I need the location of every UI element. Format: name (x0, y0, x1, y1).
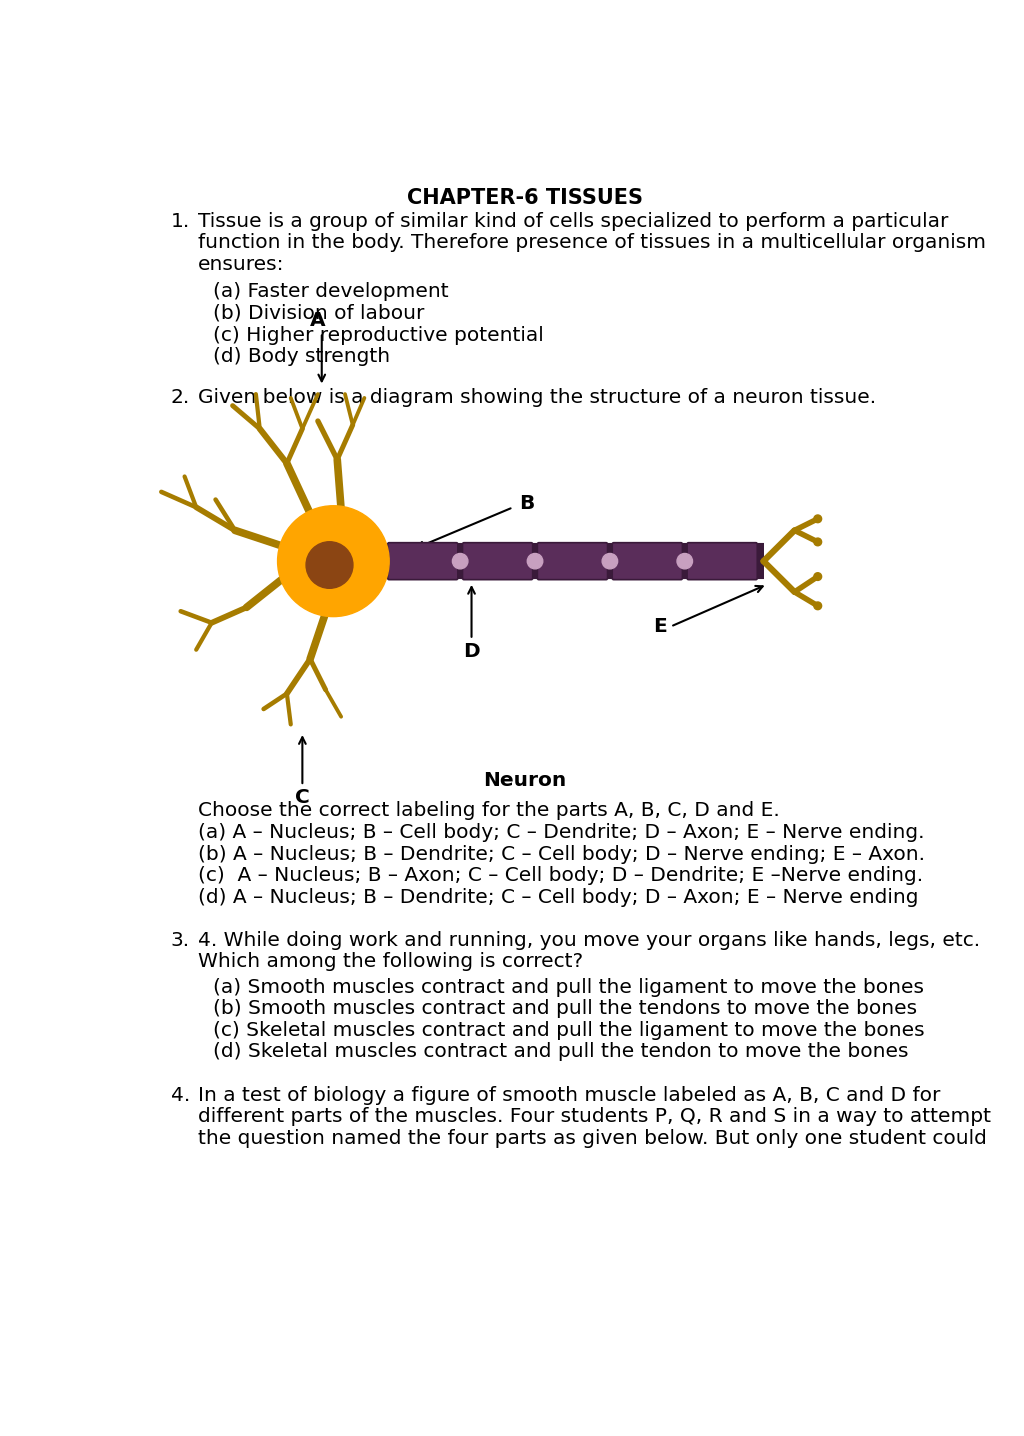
Text: D: D (463, 642, 480, 661)
Text: Which among the following is correct?: Which among the following is correct? (198, 952, 583, 971)
Text: 3.: 3. (171, 931, 189, 949)
Text: (b) Smooth muscles contract and pull the tendons to move the bones: (b) Smooth muscles contract and pull the… (213, 999, 918, 1018)
Text: (a) A – Nucleus; B – Cell body; C – Dendrite; D – Axon; E – Nerve ending.: (a) A – Nucleus; B – Cell body; C – Dend… (198, 823, 925, 841)
FancyBboxPatch shape (538, 543, 607, 580)
Text: (d) Skeletal muscles contract and pull the tendon to move the bones: (d) Skeletal muscles contract and pull t… (213, 1043, 908, 1061)
Text: B: B (519, 494, 535, 513)
Circle shape (453, 553, 468, 569)
FancyBboxPatch shape (388, 543, 458, 580)
Circle shape (814, 538, 821, 546)
Text: (b) Division of labour: (b) Division of labour (213, 304, 425, 323)
Circle shape (814, 602, 821, 610)
Text: (c)  A – Nucleus; B – Axon; C – Cell body; D – Dendrite; E –Nerve ending.: (c) A – Nucleus; B – Axon; C – Cell body… (198, 866, 923, 885)
Text: (d) Body strength: (d) Body strength (213, 348, 390, 366)
Text: (a) Faster development: (a) Faster development (213, 283, 449, 302)
Text: (c) Skeletal muscles contract and pull the ligament to move the bones: (c) Skeletal muscles contract and pull t… (213, 1021, 925, 1040)
FancyBboxPatch shape (463, 543, 532, 580)
Text: 2.: 2. (171, 388, 189, 406)
Text: different parts of the muscles. Four students P, Q, R and S in a way to attempt: different parts of the muscles. Four stu… (198, 1107, 991, 1126)
Text: (c) Higher reproductive potential: (c) Higher reproductive potential (213, 326, 544, 345)
Text: CHAPTER-6 TISSUES: CHAPTER-6 TISSUES (407, 188, 643, 208)
Text: function in the body. Therefore presence of tissues in a multicellular organism: function in the body. Therefore presence… (198, 233, 986, 253)
FancyBboxPatch shape (687, 543, 758, 580)
Text: 4.: 4. (171, 1086, 189, 1104)
Text: E: E (653, 617, 667, 636)
Circle shape (527, 553, 543, 569)
Circle shape (278, 505, 389, 616)
Text: Given below is a diagram showing the structure of a neuron tissue.: Given below is a diagram showing the str… (198, 388, 876, 406)
Text: C: C (295, 788, 309, 807)
Text: In a test of biology a figure of smooth muscle labeled as A, B, C and D for: In a test of biology a figure of smooth … (198, 1086, 940, 1104)
Text: A: A (310, 312, 326, 330)
FancyBboxPatch shape (612, 543, 682, 580)
Text: 4. While doing work and running, you move your organs like hands, legs, etc.: 4. While doing work and running, you mov… (198, 931, 980, 949)
Text: the question named the four parts as given below. But only one student could: the question named the four parts as giv… (198, 1129, 987, 1147)
Text: ensures:: ensures: (198, 254, 285, 274)
Text: (b) A – Nucleus; B – Dendrite; C – Cell body; D – Nerve ending; E – Axon.: (b) A – Nucleus; B – Dendrite; C – Cell … (198, 844, 925, 863)
Text: (a) Smooth muscles contract and pull the ligament to move the bones: (a) Smooth muscles contract and pull the… (213, 978, 925, 997)
Text: (d) A – Nucleus; B – Dendrite; C – Cell body; D – Axon; E – Nerve ending: (d) A – Nucleus; B – Dendrite; C – Cell … (198, 887, 919, 906)
Text: Tissue is a group of similar kind of cells specialized to perform a particular: Tissue is a group of similar kind of cel… (198, 211, 948, 231)
Text: Choose the correct labeling for the parts A, B, C, D and E.: Choose the correct labeling for the part… (198, 801, 779, 820)
Text: 1.: 1. (171, 211, 189, 231)
Circle shape (306, 541, 353, 589)
Text: Neuron: Neuron (483, 771, 566, 790)
Circle shape (814, 516, 821, 523)
Circle shape (814, 573, 821, 580)
Circle shape (602, 553, 617, 569)
Circle shape (677, 553, 692, 569)
